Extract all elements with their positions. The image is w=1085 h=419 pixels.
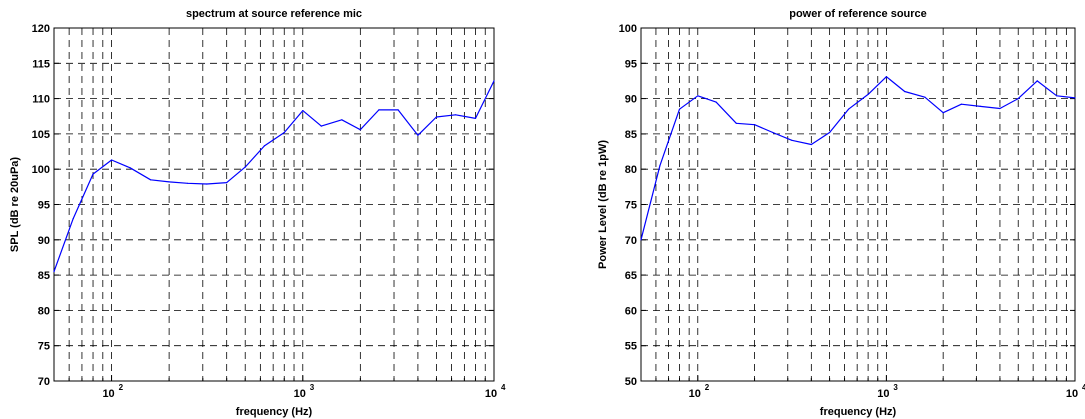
data-point-spl-5 (150, 179, 152, 181)
data-point-spl-2 (92, 173, 94, 175)
y-tick-label-3: 65 (625, 270, 637, 282)
y-axis-label-spl: SPL (dB re 20uPa) (9, 157, 21, 252)
x-tick-label-0: 10 (102, 388, 114, 400)
y-tick-label-1: 55 (625, 341, 637, 353)
y-tick-label-8: 90 (625, 94, 637, 106)
y-tick-label-10: 100 (619, 23, 637, 35)
data-point-power-1 (659, 165, 661, 167)
x-tick-exponent-1: 3 (310, 383, 315, 392)
series-power (640, 76, 1076, 241)
y-tick-label-9: 95 (625, 58, 637, 70)
data-point-power-4 (715, 101, 717, 103)
x-axis-label-spl: frequency (Hz) (236, 406, 313, 418)
data-point-power-22 (1056, 95, 1058, 97)
x-tick-exponent-2: 4 (501, 383, 506, 392)
y-tick-label-2: 80 (38, 305, 50, 317)
y-tick-label-6: 80 (625, 164, 637, 176)
y-tick-label-4: 90 (38, 235, 50, 247)
y-tick-label-0: 50 (625, 376, 637, 388)
y-tick-label-9: 115 (32, 58, 50, 70)
data-point-power-7 (772, 131, 774, 134)
data-point-power-13 (885, 76, 888, 78)
chart-title-power: power of reference source (789, 8, 927, 20)
y-tick-label-5: 75 (625, 200, 637, 212)
x-tick-exponent-0: 2 (119, 383, 124, 392)
grid-power (641, 28, 1075, 381)
y-tick-label-2: 60 (625, 305, 637, 317)
data-point-spl-21 (455, 114, 457, 116)
data-point-spl-3 (111, 159, 113, 161)
chart-power: 50 55 60 65 70 75 80 85 90 95 100 10 2 10 3 10 4 power o… (597, 8, 1085, 418)
x-tick-label-0: 10 (689, 388, 701, 400)
data-point-power-17 (960, 103, 963, 105)
data-point-spl-4 (129, 167, 131, 169)
data-point-spl-1 (72, 218, 74, 220)
data-point-spl-20 (435, 116, 437, 118)
data-point-power-20 (1017, 98, 1019, 100)
data-point-power-9 (810, 143, 812, 146)
x-tick-label-2: 10 (485, 388, 497, 400)
data-point-spl-15 (341, 119, 343, 121)
x-tick-exponent-0: 2 (705, 383, 710, 392)
data-point-power-6 (754, 124, 756, 126)
y-tick-label-8: 110 (32, 94, 50, 106)
data-point-power-8 (791, 139, 793, 141)
y-tick-label-6: 100 (32, 164, 50, 176)
data-point-spl-12 (283, 131, 285, 134)
y-tick-label-0: 70 (38, 376, 50, 388)
data-point-spl-22 (474, 117, 477, 119)
data-point-spl-23 (493, 80, 495, 82)
data-point-spl-19 (417, 134, 419, 136)
x-tick-label-2: 10 (1066, 388, 1078, 400)
grid-spl (54, 28, 494, 381)
x-tick-exponent-2: 4 (1082, 383, 1085, 392)
y-axis-label-power: Power Level (dB re 1pW) (597, 140, 609, 269)
data-point-power-11 (847, 108, 850, 110)
chart-spl: 70 75 80 85 90 95 100 105 110 115 120 10 2 10 3 10 4 spe… (9, 8, 506, 418)
x-tick-label-1: 10 (294, 388, 306, 400)
data-point-power-0 (640, 239, 642, 241)
data-point-power-14 (904, 90, 906, 93)
y-tick-label-5: 95 (38, 200, 50, 212)
data-point-spl-6 (168, 181, 170, 183)
ticks-power: 50 55 60 65 70 75 80 85 90 95 100 10 2 10 3 10 4 (619, 23, 1085, 400)
data-point-power-21 (1036, 80, 1038, 82)
y-tick-label-3: 85 (38, 270, 50, 282)
data-point-power-5 (735, 122, 737, 124)
data-point-power-2 (678, 108, 681, 110)
x-tick-exponent-1: 3 (893, 383, 898, 392)
data-point-spl-10 (244, 166, 246, 168)
data-point-spl-8 (206, 183, 208, 185)
data-point-spl-11 (263, 145, 265, 147)
data-point-spl-7 (187, 182, 189, 184)
x-axis-label-power: frequency (Hz) (820, 406, 897, 418)
series-spl (53, 80, 495, 273)
data-point-spl-18 (397, 109, 399, 111)
data-point-spl-16 (359, 129, 361, 131)
y-tick-label-7: 85 (625, 129, 637, 141)
ticks-spl: 70 75 80 85 90 95 100 105 110 115 120 10 2 10 3 10 4 (32, 23, 506, 400)
data-point-power-19 (999, 107, 1001, 110)
data-point-power-23 (1074, 97, 1076, 99)
data-point-power-3 (697, 95, 699, 97)
data-point-power-10 (829, 131, 831, 134)
series-line-spl-0 (53, 80, 495, 272)
y-tick-label-4: 70 (625, 235, 637, 247)
chart-title-spl: spectrum at source reference mic (186, 8, 362, 20)
y-tick-label-7: 105 (32, 129, 50, 141)
data-point-spl-9 (226, 182, 228, 184)
y-tick-label-10: 120 (32, 23, 50, 35)
data-point-spl-0 (53, 271, 55, 273)
data-point-spl-14 (320, 125, 322, 127)
series-line-power-0 (640, 76, 1076, 240)
data-point-spl-17 (378, 109, 380, 111)
x-tick-label-1: 10 (877, 388, 889, 400)
y-tick-label-1: 75 (38, 341, 50, 353)
data-point-power-16 (942, 112, 944, 114)
data-point-power-12 (867, 93, 869, 95)
data-point-power-15 (924, 96, 926, 98)
data-point-spl-13 (302, 110, 304, 112)
data-point-power-18 (979, 105, 982, 107)
